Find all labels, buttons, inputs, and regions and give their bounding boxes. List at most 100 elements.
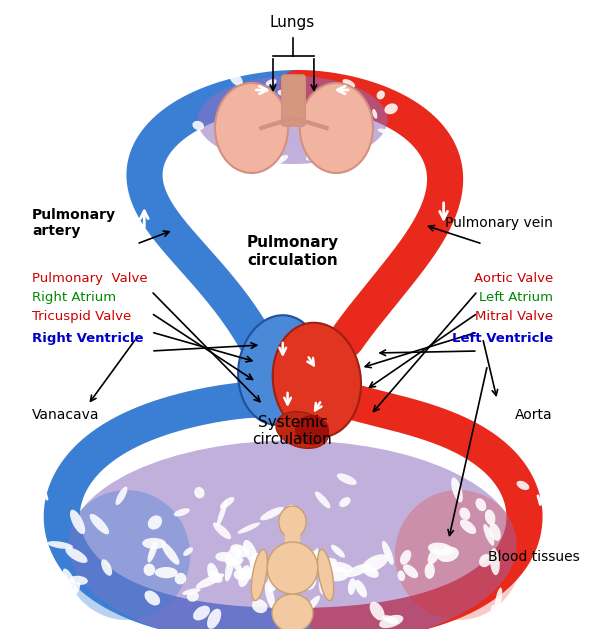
Ellipse shape [317, 101, 329, 111]
Ellipse shape [437, 547, 459, 562]
Ellipse shape [73, 582, 80, 595]
Ellipse shape [187, 591, 199, 602]
Ellipse shape [238, 523, 260, 534]
Ellipse shape [272, 155, 288, 165]
Ellipse shape [143, 564, 155, 576]
Ellipse shape [161, 542, 179, 565]
Ellipse shape [197, 76, 388, 164]
Ellipse shape [314, 552, 326, 577]
Ellipse shape [207, 563, 219, 583]
Ellipse shape [64, 490, 190, 620]
Text: Tricuspid Valve: Tricuspid Valve [32, 310, 131, 323]
Ellipse shape [346, 564, 371, 577]
Ellipse shape [207, 609, 221, 629]
Ellipse shape [238, 570, 263, 577]
Ellipse shape [489, 523, 501, 541]
Ellipse shape [485, 509, 496, 525]
Ellipse shape [361, 564, 379, 578]
Ellipse shape [355, 104, 361, 116]
Ellipse shape [260, 507, 284, 520]
Ellipse shape [479, 554, 491, 567]
Ellipse shape [101, 559, 112, 576]
Ellipse shape [208, 571, 223, 583]
Ellipse shape [175, 573, 187, 584]
Ellipse shape [265, 154, 284, 162]
Text: Lungs: Lungs [270, 14, 315, 30]
Ellipse shape [317, 549, 334, 601]
Ellipse shape [425, 563, 435, 579]
Ellipse shape [196, 574, 224, 589]
Ellipse shape [242, 568, 258, 576]
Text: Right Ventricle: Right Ventricle [32, 332, 143, 345]
Ellipse shape [65, 547, 88, 563]
Ellipse shape [238, 565, 251, 587]
Ellipse shape [225, 547, 241, 565]
Ellipse shape [116, 487, 127, 505]
Ellipse shape [260, 101, 276, 115]
Ellipse shape [215, 552, 233, 562]
Ellipse shape [267, 567, 280, 592]
Ellipse shape [174, 508, 190, 516]
Ellipse shape [217, 500, 227, 526]
Ellipse shape [238, 315, 322, 425]
Ellipse shape [377, 91, 385, 99]
Ellipse shape [362, 554, 388, 572]
Text: Aortic Valve: Aortic Valve [473, 272, 553, 284]
Ellipse shape [403, 564, 418, 578]
Ellipse shape [229, 72, 243, 86]
Ellipse shape [331, 545, 345, 558]
Ellipse shape [145, 591, 160, 606]
Ellipse shape [311, 551, 326, 570]
Ellipse shape [385, 103, 398, 114]
FancyBboxPatch shape [282, 75, 305, 126]
Ellipse shape [428, 543, 453, 555]
Ellipse shape [231, 556, 244, 565]
Ellipse shape [215, 128, 222, 136]
Ellipse shape [517, 481, 529, 490]
Ellipse shape [468, 467, 480, 479]
Ellipse shape [328, 157, 339, 167]
Ellipse shape [230, 544, 250, 557]
Ellipse shape [372, 109, 377, 119]
Text: Pulmonary  Valve: Pulmonary Valve [32, 272, 148, 284]
Ellipse shape [266, 79, 277, 86]
Text: Pulmonary
artery: Pulmonary artery [32, 208, 116, 238]
Ellipse shape [182, 588, 201, 595]
Ellipse shape [306, 148, 325, 160]
Text: Vanacava: Vanacava [32, 408, 100, 422]
Text: Mitral Valve: Mitral Valve [475, 310, 553, 323]
Ellipse shape [251, 549, 268, 601]
Ellipse shape [343, 79, 355, 87]
Ellipse shape [213, 523, 231, 539]
Ellipse shape [246, 568, 266, 582]
Ellipse shape [183, 547, 193, 556]
Ellipse shape [353, 94, 359, 106]
Text: Pulmonary
circulation: Pulmonary circulation [247, 235, 338, 268]
Ellipse shape [451, 477, 463, 503]
Ellipse shape [279, 506, 306, 538]
Ellipse shape [382, 541, 394, 565]
Text: Pulmonary vein: Pulmonary vein [445, 216, 553, 230]
Ellipse shape [193, 121, 204, 130]
Ellipse shape [339, 497, 350, 507]
Ellipse shape [324, 567, 349, 581]
Text: Aorta: Aorta [515, 408, 553, 422]
Ellipse shape [265, 582, 275, 610]
FancyBboxPatch shape [284, 533, 300, 549]
Ellipse shape [232, 559, 242, 572]
Ellipse shape [355, 580, 367, 598]
Ellipse shape [70, 576, 88, 585]
Ellipse shape [68, 440, 517, 629]
Ellipse shape [354, 97, 360, 113]
Ellipse shape [215, 83, 288, 173]
Ellipse shape [348, 578, 356, 595]
Ellipse shape [225, 555, 234, 581]
Ellipse shape [63, 569, 77, 593]
Ellipse shape [428, 548, 440, 564]
Ellipse shape [340, 109, 351, 127]
Ellipse shape [490, 548, 500, 575]
Text: Blood tissues: Blood tissues [488, 550, 580, 564]
Ellipse shape [263, 130, 277, 146]
Ellipse shape [252, 599, 268, 613]
Ellipse shape [315, 491, 331, 508]
